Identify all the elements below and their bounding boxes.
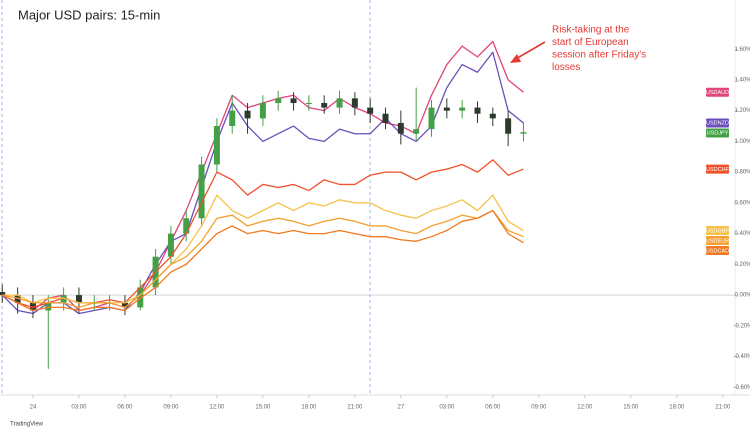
candle-body: [229, 110, 236, 127]
candle-body: [45, 302, 52, 311]
candle-body: [382, 113, 389, 123]
y-tick-label: 1.20%: [734, 108, 750, 114]
candle-body: [520, 132, 527, 134]
x-tick-label: 15:00: [623, 405, 639, 411]
y-tick-label: -0.60%: [733, 385, 750, 391]
watermark: TradingView: [10, 422, 44, 428]
candle-body: [336, 98, 343, 108]
candle-body: [275, 98, 282, 103]
candle-body: [321, 102, 328, 108]
annotation-arrow: [513, 41, 546, 61]
series-tag: [706, 87, 729, 97]
series-line: [1, 51, 524, 315]
annotation-text: session after Friday's: [552, 50, 646, 61]
x-tick-label: 12:00: [209, 405, 225, 411]
x-tick-label: 21:00: [347, 405, 363, 411]
y-tick-label: -0.20%: [733, 323, 750, 329]
annotation-arrowhead: [510, 54, 521, 63]
candle-body: [459, 107, 466, 111]
series-tag: [706, 246, 729, 256]
candle-body: [213, 126, 220, 165]
annotation-text: start of European: [552, 37, 629, 48]
candle-body: [489, 113, 496, 119]
x-tick-label: 06:00: [485, 405, 501, 411]
x-tick-label: 18:00: [669, 405, 685, 411]
y-tick-label: 1.60%: [734, 47, 750, 53]
y-tick-label: -0.40%: [733, 354, 750, 360]
x-tick-label: 27: [397, 405, 404, 411]
y-tick-label: 0.20%: [734, 262, 750, 268]
annotation-text: losses: [552, 62, 580, 73]
x-tick-label: 03:00: [439, 405, 455, 411]
x-tick-label: 24: [30, 405, 37, 411]
x-tick-label: 09:00: [163, 405, 179, 411]
series-line: [2, 209, 524, 312]
candle-body: [167, 233, 174, 257]
series-line: [2, 194, 524, 304]
x-tick-label: 21:00: [715, 405, 731, 411]
x-tick-label: 03:00: [71, 405, 87, 411]
candle-body: [397, 122, 404, 134]
y-tick-label: 0.40%: [734, 231, 750, 237]
series-tag: [706, 226, 729, 236]
candle-body: [60, 295, 67, 303]
candle-body: [121, 302, 128, 308]
candle-body: [198, 164, 205, 219]
series-tag: [706, 164, 729, 174]
x-tick-label: 06:00: [117, 405, 133, 411]
series-tag: [706, 128, 729, 138]
candle-body: [290, 98, 297, 103]
candle-body: [75, 295, 82, 303]
x-tick-label: 09:00: [531, 405, 547, 411]
y-tick-label: 0.60%: [734, 200, 750, 206]
candle-body: [29, 302, 36, 311]
candle-body: [505, 118, 512, 134]
y-tick-label: 0.80%: [734, 170, 750, 176]
candle-body: [351, 98, 358, 108]
x-tick-label: 12:00: [577, 405, 593, 411]
legend-label: USDJPY: [707, 131, 729, 137]
series-line: [2, 209, 524, 309]
candle-body: [244, 110, 251, 119]
legend-label: USDGBP: [706, 228, 730, 234]
y-tick-label: 1.00%: [734, 139, 750, 145]
candle-body: [474, 107, 481, 114]
candle-body: [367, 107, 374, 114]
y-tick-label: 0.00%: [734, 293, 750, 299]
series-tag: [706, 236, 729, 246]
candle-body: [443, 107, 450, 111]
series-tag: [706, 118, 729, 128]
candle-body: [183, 218, 190, 234]
x-tick-label: 15:00: [255, 405, 271, 411]
chart-title: Major USD pairs: 15-min: [18, 7, 160, 22]
candle-body: [259, 102, 266, 119]
x-tick-label: 18:00: [301, 405, 317, 411]
legend-label: USDCHF: [706, 167, 730, 173]
candle-body: [305, 102, 312, 104]
candle-body: [14, 295, 21, 303]
y-tick-label: 1.40%: [734, 78, 750, 84]
annotation-text: Risk-taking at the: [552, 25, 630, 36]
legend-label: USDNZD: [706, 121, 729, 127]
legend-label: USDEUR: [706, 238, 729, 244]
candle-body: [0, 292, 6, 296]
candle-body: [428, 107, 435, 130]
legend-label: USDAUD: [706, 90, 729, 96]
candle-body: [413, 129, 420, 134]
legend-label: USDCAD: [706, 248, 729, 254]
